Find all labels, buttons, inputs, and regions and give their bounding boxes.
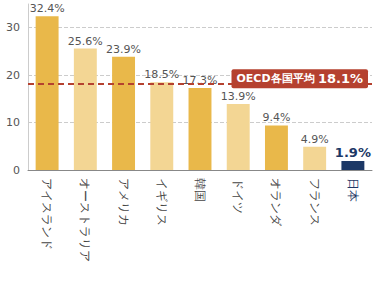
svg-text:アメリカ: アメリカ: [117, 178, 131, 226]
svg-text:13.9%: 13.9%: [221, 90, 256, 103]
svg-text:ドイツ: ドイツ: [231, 178, 245, 214]
svg-text:オーストラリア: オーストラリア: [78, 178, 92, 262]
svg-text:10: 10: [6, 116, 20, 129]
svg-text:17.3%: 17.3%: [182, 73, 218, 87]
svg-text:アイスランド: アイスランド: [40, 178, 54, 250]
svg-text:4.9%: 4.9%: [301, 133, 329, 146]
svg-text:0: 0: [13, 164, 20, 177]
svg-text:20: 20: [6, 69, 20, 82]
svg-text:32.4%: 32.4%: [30, 2, 65, 15]
svg-text:18.5%: 18.5%: [144, 68, 179, 81]
svg-text:18.1%: 18.1%: [318, 71, 363, 86]
svg-text:イギリス: イギリス: [155, 178, 169, 226]
svg-text:オランダ: オランダ: [269, 178, 283, 227]
svg-text:OECD各国平均: OECD各国平均: [236, 72, 314, 85]
svg-text:9.4%: 9.4%: [262, 111, 290, 124]
svg-text:フランス: フランス: [308, 178, 322, 226]
svg-text:30: 30: [6, 21, 20, 34]
svg-text:日本: 日本: [346, 178, 360, 202]
svg-text:韓国: 韓国: [193, 178, 207, 202]
svg-text:25.6%: 25.6%: [68, 35, 103, 48]
svg-text:23.9%: 23.9%: [106, 43, 141, 56]
svg-text:1.9%: 1.9%: [335, 145, 371, 160]
